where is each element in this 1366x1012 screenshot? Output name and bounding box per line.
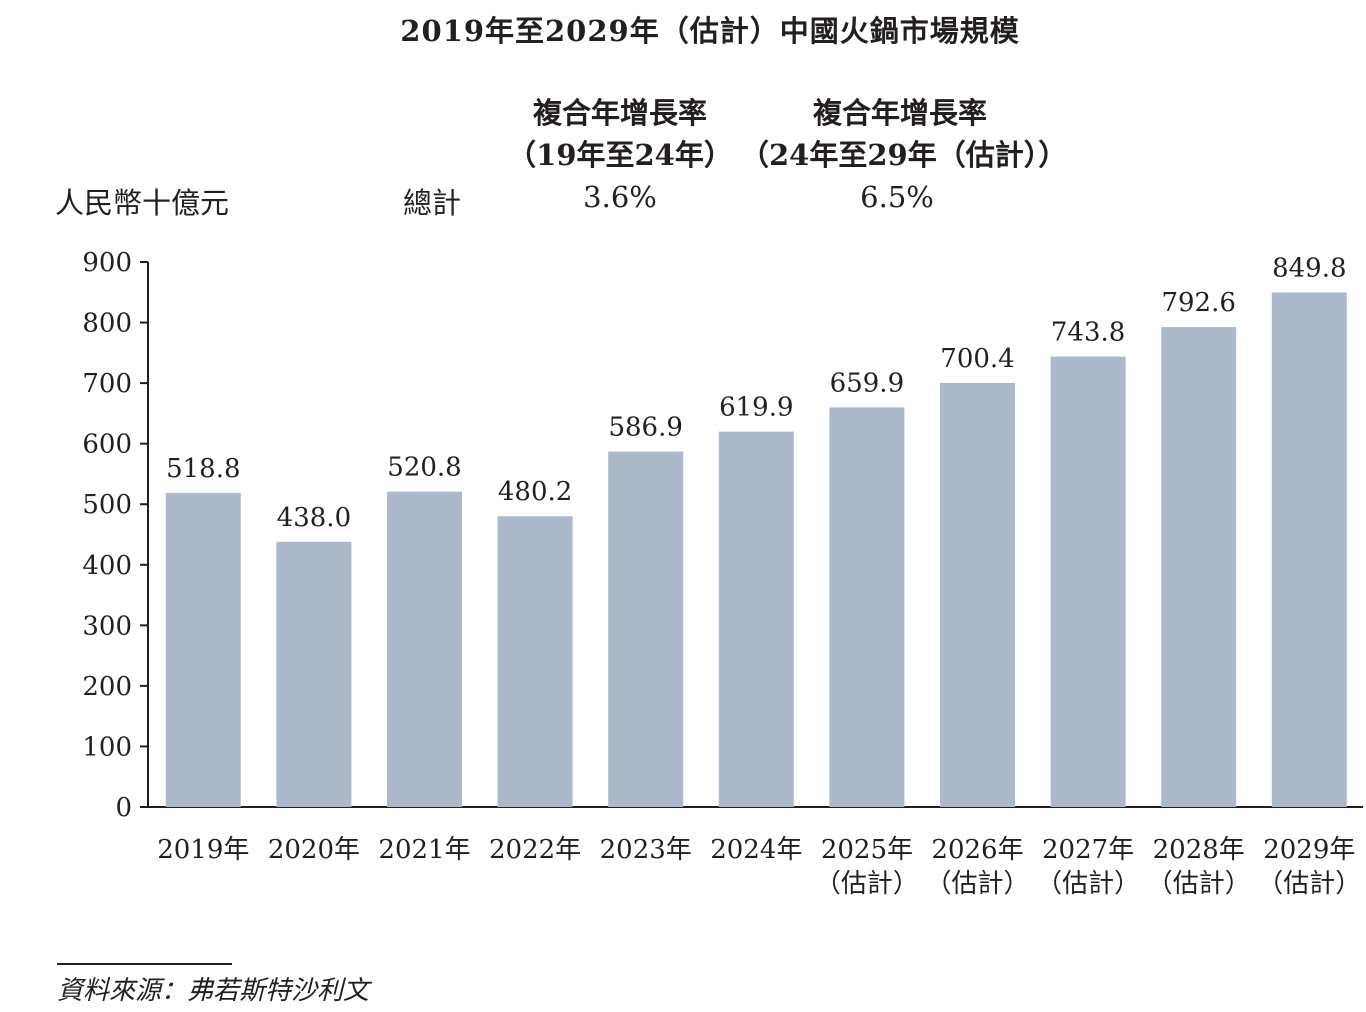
x-category-label: 2019年 [157, 835, 249, 865]
bar [940, 382, 1015, 807]
cagr-value-2024-2029: 6.5% [860, 180, 934, 214]
bar [497, 516, 573, 807]
y-tick-label: 600 [82, 430, 132, 460]
y-tick-label: 100 [82, 732, 132, 762]
bar-value-label: 659.9 [830, 368, 904, 398]
bar [608, 451, 684, 807]
bar [829, 407, 905, 807]
bar [1050, 356, 1126, 807]
bar-value-label: 792.6 [1161, 288, 1235, 318]
y-tick-label: 400 [82, 551, 132, 581]
bar-value-label: 586.9 [608, 413, 682, 443]
bar [276, 541, 352, 807]
x-category-sublabel: （估計） [1257, 869, 1361, 899]
y-tick-label: 200 [82, 672, 132, 702]
cagr-header-2019-2024: 複合年增長率 （19年至24年） [500, 92, 740, 176]
x-category-label: 2029年 [1263, 835, 1355, 865]
cagr-header-1-line1: 複合年增長率 [532, 96, 707, 130]
x-category-label: 2023年 [600, 835, 692, 865]
y-tick-label: 700 [82, 369, 132, 399]
bar [1271, 292, 1347, 807]
cagr-row-label: 總計 [403, 186, 462, 220]
chart-title: 2019年至2029年（估計）中國火鍋市場規模 [400, 14, 1020, 48]
x-category-label: 2026年 [931, 835, 1023, 865]
bar-value-label: 849.8 [1272, 253, 1346, 283]
x-category-sublabel: （估計） [925, 869, 1029, 899]
source-divider [57, 963, 232, 965]
y-tick-label: 0 [115, 793, 132, 823]
y-axis-unit-label: 人民幣十億元 [55, 186, 230, 220]
bar-value-label: 438.0 [277, 503, 351, 533]
y-tick-label: 800 [82, 309, 132, 339]
bar-value-label: 520.8 [387, 453, 461, 483]
bar-value-label: 743.8 [1051, 318, 1125, 348]
y-tick-label: 500 [82, 490, 132, 520]
x-category-label: 2027年 [1042, 835, 1134, 865]
x-category-sublabel: （估計） [1147, 869, 1251, 899]
y-tick-label: 900 [82, 248, 132, 278]
bar-value-label: 700.4 [940, 344, 1014, 374]
bar [718, 431, 794, 807]
x-category-label: 2025年 [821, 835, 913, 865]
bar [1161, 327, 1237, 807]
bar-value-label: 518.8 [166, 454, 240, 484]
x-category-label: 2021年 [378, 835, 470, 865]
bar-chart: 0 100 200 300 400 500 600 700 800 900 518.8 2019年 43… [82, 248, 1363, 899]
bar [387, 491, 462, 807]
x-category-label: 2028年 [1153, 835, 1245, 865]
bar-value-label: 480.2 [498, 477, 572, 507]
cagr-header-2024-2029: 複合年增長率 （24年至29年（估計）） [740, 92, 1068, 176]
cagr-header-1-line2: （19年至24年） [507, 138, 733, 172]
cagr-header-2-line2: （24年至29年（估計）） [740, 138, 1068, 172]
x-category-label: 2022年 [489, 835, 581, 865]
x-category-label: 2020年 [268, 835, 360, 865]
source-note: 資料來源：弗若斯特沙利文 [57, 976, 370, 1006]
x-category-sublabel: （估計） [815, 869, 919, 899]
x-category-sublabel: （估計） [1036, 869, 1140, 899]
bar [165, 492, 241, 807]
cagr-value-2019-2024: 3.6% [583, 180, 657, 214]
y-tick-label: 300 [82, 611, 132, 641]
cagr-header-2-line1: 複合年增長率 [812, 96, 987, 130]
bar-value-label: 619.9 [719, 393, 793, 423]
x-category-label: 2024年 [710, 835, 802, 865]
